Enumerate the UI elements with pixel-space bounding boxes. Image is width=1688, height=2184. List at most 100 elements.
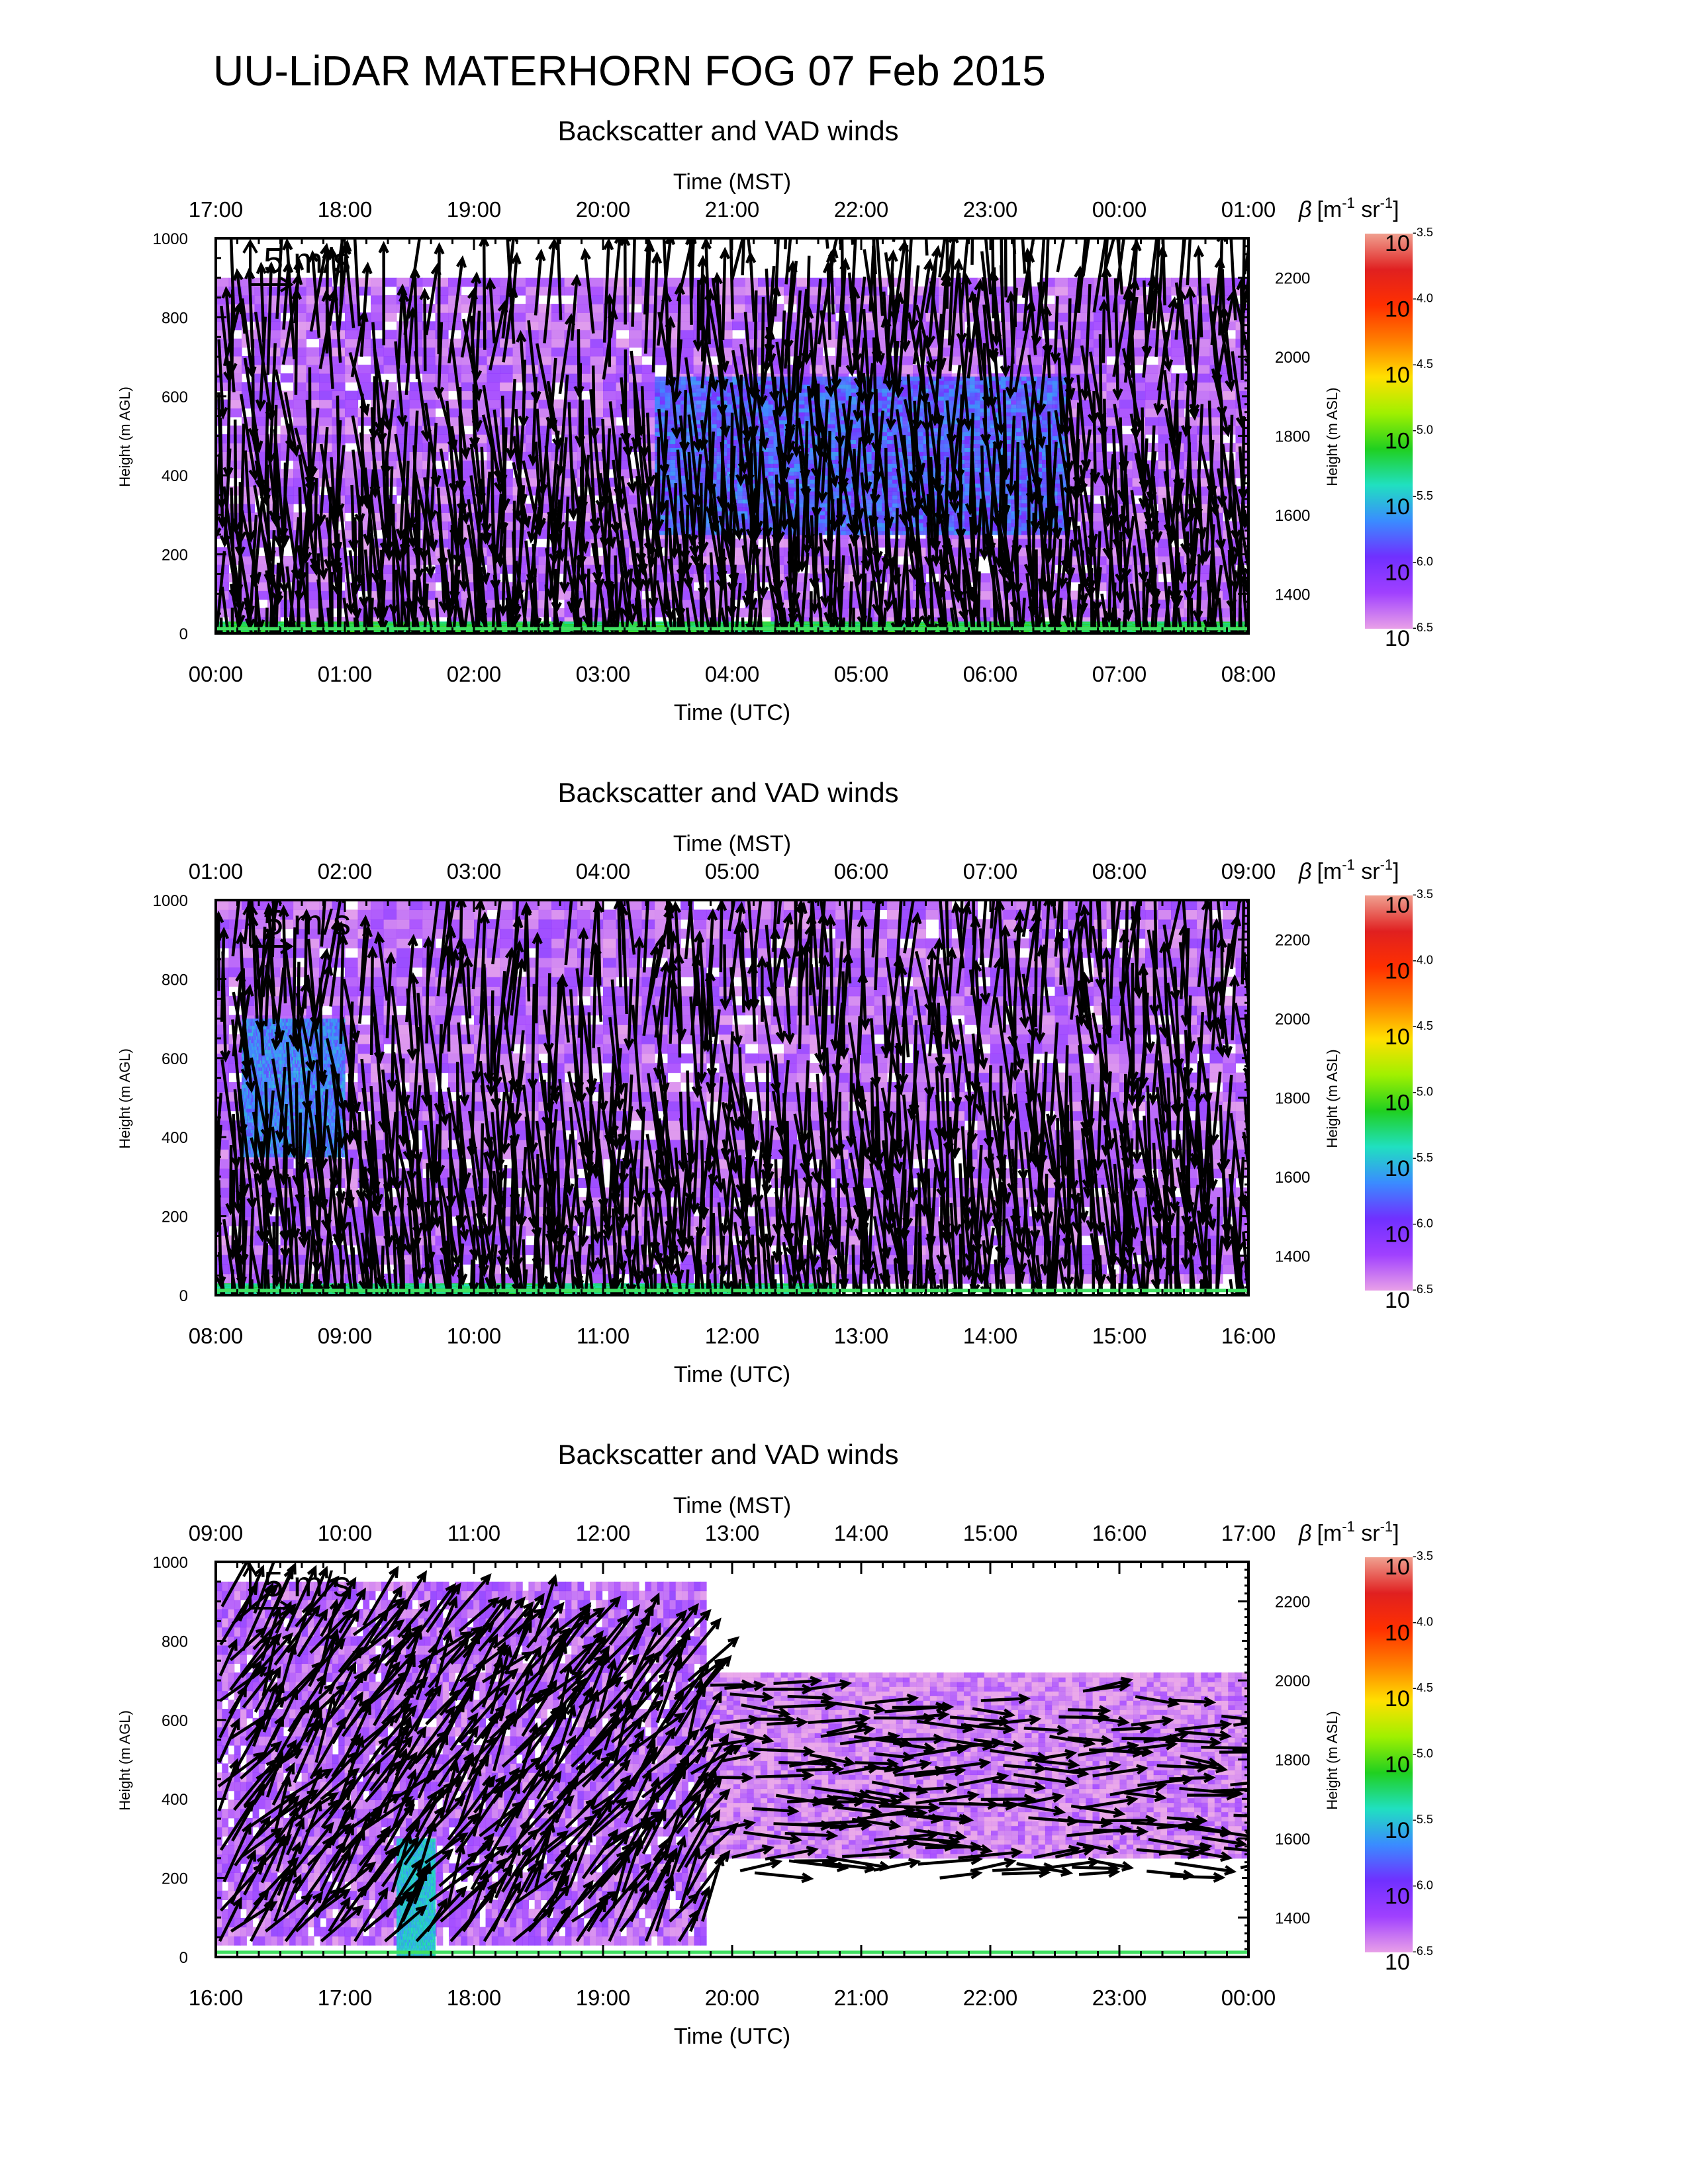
backscatter-cell: [655, 388, 661, 393]
backscatter-cell: [551, 312, 565, 322]
backscatter-cell: [397, 365, 410, 374]
backscatter-cell: [1145, 373, 1159, 383]
backscatter-cell: [711, 392, 718, 397]
backscatter-cell: [461, 486, 475, 496]
backscatter-cell: [435, 295, 449, 304]
backscatter-cell: [319, 365, 333, 374]
backscatter-cell: [701, 396, 707, 401]
backscatter-cell: [778, 420, 784, 425]
backscatter-cell: [512, 347, 526, 357]
backscatter-cell: [768, 451, 774, 456]
backscatter-cell: [435, 373, 449, 383]
backscatter-cell: [435, 304, 449, 313]
backscatter-cell: [1132, 521, 1146, 531]
backscatter-cell: [422, 373, 436, 383]
backscatter-cell: [732, 277, 746, 287]
backscatter-cell: [603, 382, 617, 392]
backscatter-cell: [887, 495, 893, 500]
backscatter-cell: [820, 518, 825, 523]
backscatter-cell: [788, 495, 795, 500]
backscatter-cell: [319, 390, 333, 400]
backscatter-cell: [526, 434, 539, 443]
backscatter-cell: [1197, 355, 1211, 365]
backscatter-cell: [856, 424, 862, 429]
backscatter-cell: [357, 373, 371, 383]
backscatter-cell: [876, 487, 882, 492]
backscatter-cell: [804, 376, 810, 381]
backscatter-cell: [435, 286, 449, 296]
backscatter-cell: [564, 365, 578, 374]
backscatter-cell: [577, 286, 591, 296]
backscatter-cell: [680, 347, 694, 357]
backscatter-cell: [383, 355, 397, 365]
backscatter-cell: [461, 460, 475, 470]
backscatter-cell: [917, 522, 924, 527]
backscatter-cell: [655, 392, 661, 397]
backscatter-cell: [887, 463, 893, 468]
backscatter-cell: [768, 463, 774, 468]
backscatter-cell: [461, 408, 475, 418]
backscatter-cell: [332, 355, 346, 365]
backscatter-cell: [641, 382, 655, 392]
backscatter-cell: [332, 365, 346, 374]
backscatter-cell: [551, 330, 565, 340]
backscatter-cell: [788, 475, 795, 480]
backscatter-cell: [655, 404, 661, 409]
backscatter-cell: [788, 471, 795, 476]
backscatter-cell: [690, 376, 696, 381]
backscatter-cell: [538, 304, 552, 313]
backscatter-cell: [655, 380, 661, 385]
backscatter-cell: [1145, 365, 1159, 374]
backscatter-cell: [1145, 390, 1159, 400]
backscatter-cell: [763, 412, 769, 417]
backscatter-cell: [345, 321, 359, 331]
backscatter-cell: [887, 471, 893, 476]
backscatter-cell: [866, 451, 872, 456]
backscatter-cell: [306, 390, 320, 400]
backscatter-cell: [892, 495, 898, 500]
backscatter-cell: [882, 388, 888, 393]
backscatter-cell: [667, 304, 681, 313]
backscatter-cell: [577, 347, 591, 357]
backscatter-cell: [810, 495, 816, 500]
backscatter-cell: [306, 347, 320, 357]
backscatter-cell: [820, 392, 825, 397]
backscatter-cell: [719, 295, 733, 304]
backscatter-cell: [670, 447, 676, 452]
backscatter-cell: [690, 380, 696, 385]
backscatter-cell: [876, 380, 882, 385]
backscatter-cell: [655, 396, 661, 401]
backscatter-cell: [319, 382, 333, 392]
backscatter-cell: [293, 408, 307, 418]
backscatter-cell: [629, 312, 643, 322]
backscatter-cell: [665, 400, 671, 405]
backscatter-cell: [383, 347, 397, 357]
backscatter-cell: [887, 435, 893, 441]
backscatter-cell: [892, 491, 898, 496]
backscatter-cell: [810, 479, 816, 484]
backscatter-cell: [788, 463, 795, 468]
backscatter-cell: [216, 277, 230, 287]
backscatter-cell: [840, 526, 847, 531]
backscatter-cell: [902, 420, 908, 425]
backscatter-cell: [680, 338, 694, 348]
backscatter-cell: [659, 396, 666, 401]
backscatter-cell: [629, 338, 643, 348]
backscatter-cell: [670, 435, 676, 441]
backscatter-cell: [737, 491, 743, 496]
backscatter-cell: [768, 416, 774, 421]
backscatter-cell: [641, 321, 655, 331]
backscatter-cell: [254, 425, 268, 435]
backscatter-cell: [1223, 390, 1237, 400]
backscatter-cell: [727, 400, 733, 405]
backscatter-cell: [897, 400, 903, 405]
backscatter-cell: [799, 392, 805, 397]
backscatter-cell: [616, 321, 630, 331]
backscatter-cell: [461, 390, 475, 400]
backscatter-cell: [435, 355, 449, 365]
backscatter-cell: [641, 365, 655, 374]
backscatter-cell: [538, 573, 552, 582]
backscatter-cell: [737, 495, 743, 500]
backscatter-cell: [448, 295, 462, 304]
backscatter-cell: [629, 277, 643, 287]
